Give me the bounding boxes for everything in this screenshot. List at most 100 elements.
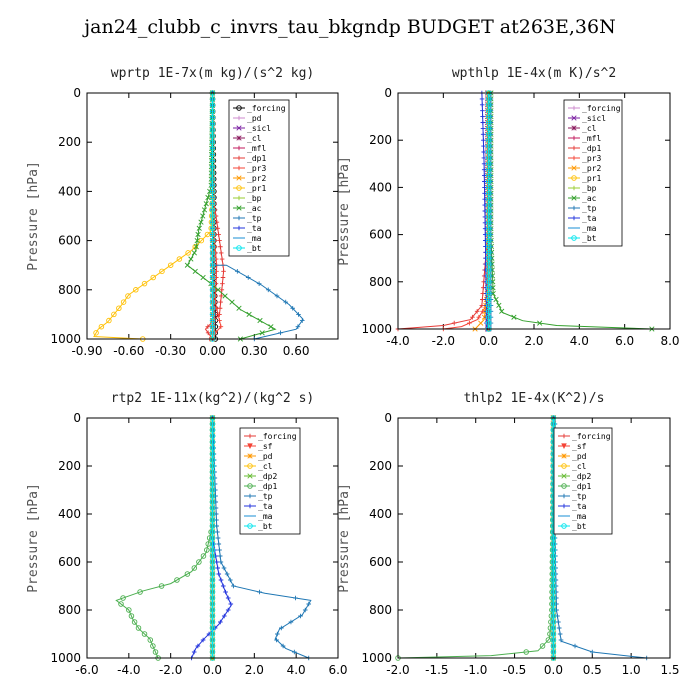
series-point (485, 137, 492, 143)
series-point (480, 132, 486, 137)
series-point (550, 565, 557, 571)
series-point (191, 250, 197, 256)
series-point (259, 330, 265, 336)
series-point (158, 583, 165, 589)
series-point (209, 469, 216, 475)
series-point (209, 256, 216, 262)
series-point (485, 249, 492, 256)
series-point (200, 213, 206, 219)
series-point (216, 571, 222, 577)
legend-marker (571, 165, 577, 171)
series-point (221, 565, 227, 571)
series-point (550, 589, 557, 595)
legend-label: _dp1 (582, 144, 601, 153)
x-tick-label: 0.0 (479, 334, 498, 348)
y-tick-label: 200 (58, 459, 81, 473)
series-point (203, 201, 209, 207)
series-point (485, 273, 492, 279)
legend-label: _dp2 (572, 472, 591, 481)
series-point (209, 577, 216, 583)
series-point (218, 559, 224, 565)
series-point (209, 170, 216, 176)
series-point (481, 167, 487, 172)
series-point (106, 317, 112, 324)
series-pr1 (93, 90, 216, 342)
series-point (480, 114, 485, 119)
y-tick-label: 0 (384, 411, 392, 425)
y-tick-label: 400 (369, 180, 392, 194)
series-point (227, 577, 233, 583)
legend-marker (571, 105, 577, 111)
series-point (550, 643, 557, 649)
series-point (209, 649, 216, 655)
series-point (485, 208, 492, 214)
series-point (482, 173, 487, 178)
series-point (268, 324, 274, 330)
series-point (537, 320, 543, 326)
series-point (480, 120, 486, 125)
series-point (485, 261, 492, 267)
series-point (188, 256, 194, 262)
legend-marker (561, 463, 567, 469)
series-point (306, 601, 312, 607)
series-line (93, 93, 213, 340)
legend-marker (236, 205, 242, 211)
legend-marker (247, 523, 253, 529)
series-point (209, 188, 216, 195)
series-point (217, 547, 222, 553)
series-point (209, 108, 216, 115)
series-point (467, 320, 472, 326)
series-point (116, 305, 122, 312)
x-tick-label: -1.0 (464, 663, 487, 677)
legend-label: _ac (247, 204, 262, 213)
series-point (550, 649, 557, 655)
series-point (550, 421, 557, 427)
series-point (209, 643, 216, 649)
series-point (496, 302, 502, 309)
series-point (256, 281, 262, 286)
series-point (478, 320, 484, 326)
legend-marker (571, 115, 577, 121)
series-point (209, 287, 216, 293)
legend-marker (247, 433, 253, 439)
series-point (485, 196, 492, 202)
legend-label: _tp (247, 214, 262, 223)
panel-title: rtp2 1E-11x(kg^2)/(kg^2 s) (111, 391, 315, 406)
y-tick-label: 200 (369, 133, 392, 147)
series-point (194, 237, 200, 244)
y-tick-label: 0 (384, 86, 392, 100)
legend-label: _pd (247, 114, 262, 123)
series-point (485, 308, 492, 315)
series-point (209, 547, 216, 553)
legend-marker (236, 185, 242, 191)
panel-title: wprtp 1E-7x(m kg)/(s^2 kg) (111, 66, 315, 81)
series-point (223, 589, 228, 595)
series-point (209, 250, 216, 256)
series-point (481, 149, 487, 155)
series-point (225, 595, 231, 601)
series-point (485, 96, 492, 102)
series-point (141, 280, 148, 287)
legend-marker (236, 155, 242, 161)
series-point (133, 287, 139, 293)
series-point (290, 305, 295, 311)
series-point (209, 595, 216, 601)
legend-label: _forcing (572, 432, 611, 441)
x-tick-label: -2.0 (432, 334, 455, 348)
legend-label: _tp (258, 492, 273, 501)
series-point (93, 330, 99, 336)
legend-marker (561, 523, 567, 529)
series-point (209, 457, 216, 463)
panel-2: wpthlp 1E-4x(m K)/s^2 Pressure [hPa] 0 200 4… (337, 66, 680, 348)
series-point (215, 312, 221, 317)
series-point (209, 219, 216, 225)
series-point (209, 127, 216, 133)
series-point (209, 523, 216, 529)
series-point (209, 182, 216, 188)
series-point (485, 320, 492, 326)
series-point (120, 299, 127, 305)
y-tick-label: 600 (369, 228, 392, 242)
series-point (485, 255, 492, 261)
panel-title: thlp2 1E-4x(K^2)/s (464, 391, 605, 406)
series-point (550, 535, 557, 541)
